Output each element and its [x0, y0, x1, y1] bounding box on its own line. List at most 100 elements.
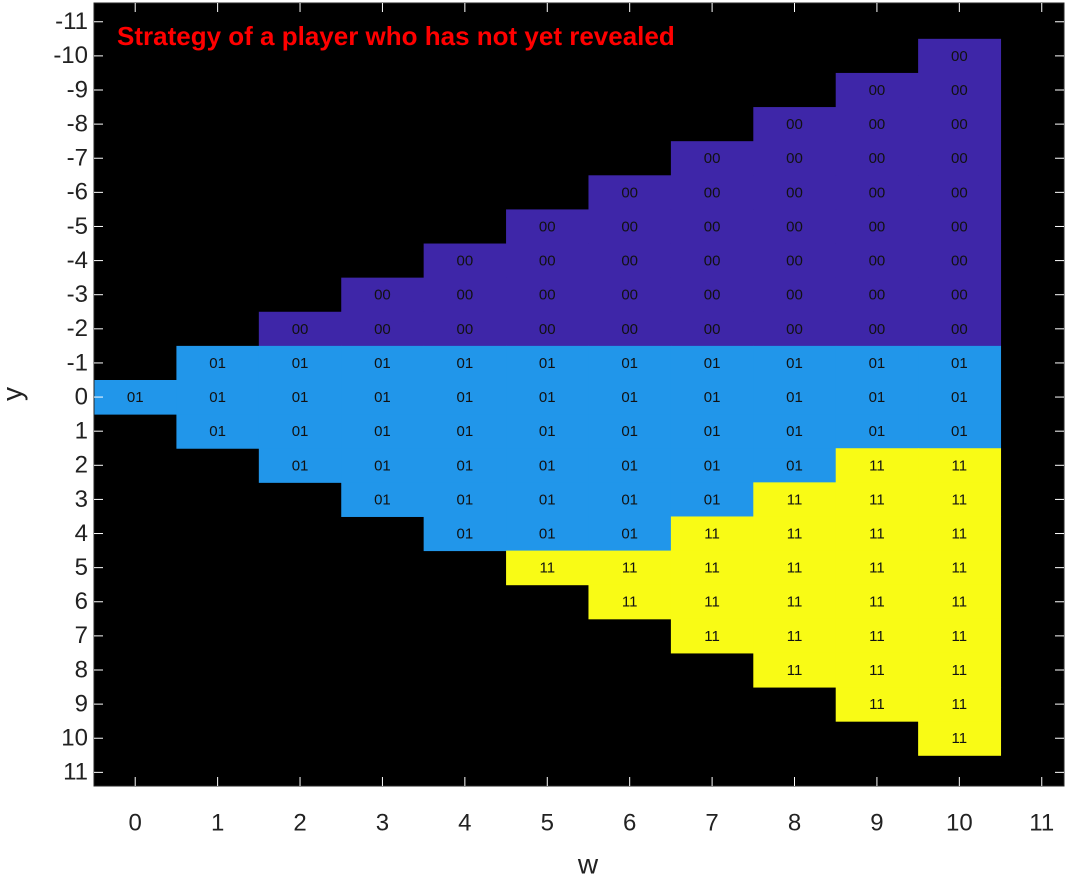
cell [423, 311, 507, 347]
cell-label: 00 [951, 321, 968, 338]
cell [835, 209, 919, 245]
cell-label: 01 [786, 423, 803, 440]
cell [506, 550, 589, 586]
cell-label: 11 [952, 696, 968, 713]
cell-label: 01 [292, 423, 309, 440]
cell-label: 01 [374, 491, 391, 508]
cell-label: 00 [869, 150, 886, 167]
cell [341, 277, 425, 313]
cell [176, 414, 260, 449]
cell-label: 11 [787, 662, 803, 679]
cell [94, 380, 177, 415]
x-axis-label: w [577, 848, 599, 879]
cell [753, 652, 837, 688]
cell [423, 345, 507, 381]
cell [753, 141, 837, 176]
cell-label: 00 [374, 287, 391, 304]
cell [835, 687, 919, 722]
cell [753, 345, 837, 381]
cell-label: 01 [457, 525, 474, 542]
cell [918, 482, 1002, 517]
cell-label: 01 [869, 355, 886, 372]
cell-label: 00 [621, 321, 638, 338]
cell [753, 243, 837, 279]
cell [835, 448, 919, 483]
cell-label: 00 [869, 82, 886, 99]
cell-label: 01 [704, 355, 721, 372]
cell-label: 11 [952, 560, 968, 577]
cell [588, 448, 672, 483]
y-tick-label: -10 [53, 42, 88, 69]
cell [918, 414, 1002, 449]
x-tick-label: 4 [458, 809, 471, 836]
cell-label: 11 [787, 560, 803, 577]
cell-label: 00 [621, 218, 638, 235]
cell [835, 175, 919, 210]
cell-label: 01 [951, 423, 968, 440]
cell [918, 448, 1002, 483]
cell-label: 11 [869, 696, 885, 713]
cell-label: 01 [704, 491, 721, 508]
cell-label: 00 [951, 218, 968, 235]
cell-label: 11 [622, 594, 638, 611]
cell-label: 00 [951, 48, 968, 65]
cell [588, 277, 672, 313]
cell-label: 01 [621, 457, 638, 474]
cell-label: 01 [292, 389, 309, 406]
cell-label: 00 [786, 218, 803, 235]
cell-label: 11 [869, 662, 885, 679]
cell [341, 448, 425, 483]
cell [753, 414, 837, 449]
cell [588, 345, 672, 381]
cell-label: 00 [951, 287, 968, 304]
cell-label: 00 [621, 287, 638, 304]
cell-label: 01 [786, 389, 803, 406]
cell-label: 01 [127, 389, 144, 406]
cell [588, 380, 672, 415]
cell [423, 277, 507, 313]
cell-label: 11 [704, 560, 720, 577]
cell [670, 448, 754, 483]
x-tick-label: 6 [623, 809, 636, 836]
cell [753, 277, 837, 313]
cell [506, 209, 589, 245]
cell-label: 00 [951, 184, 968, 201]
cell [588, 482, 672, 517]
y-tick-label: 6 [75, 588, 88, 615]
cell [753, 584, 837, 620]
cell [670, 482, 754, 517]
cell [341, 482, 425, 517]
cell-label: 11 [952, 628, 968, 645]
cell-label: 01 [209, 389, 226, 406]
cell-label: 11 [704, 628, 720, 645]
cell-label: 00 [869, 116, 886, 133]
cell-label: 00 [457, 287, 474, 304]
cell-label: 00 [869, 184, 886, 201]
cell [670, 380, 754, 415]
cell-label: 00 [869, 218, 886, 235]
y-tick-label: -5 [67, 213, 88, 240]
y-tick-label: -8 [67, 110, 88, 137]
cell [918, 209, 1002, 245]
cell-label: 01 [209, 423, 226, 440]
cell [258, 448, 342, 483]
cell [258, 414, 342, 449]
cell [918, 107, 1002, 142]
cell-label: 00 [621, 184, 638, 201]
cell [918, 243, 1002, 279]
y-axis-label: y [0, 387, 27, 401]
cell [423, 516, 507, 552]
cell [918, 550, 1002, 586]
x-tick-label: 5 [541, 809, 554, 836]
cell-label: 00 [869, 287, 886, 304]
cell-label: 01 [704, 457, 721, 474]
cell [588, 209, 672, 245]
cell [835, 72, 919, 108]
cell [670, 311, 754, 347]
x-tick-label: 1 [211, 809, 224, 836]
cell [423, 482, 507, 517]
cell-label: 11 [869, 525, 885, 542]
y-tick-label: -4 [67, 247, 88, 274]
cell [670, 209, 754, 245]
cell-label: 00 [704, 321, 721, 338]
